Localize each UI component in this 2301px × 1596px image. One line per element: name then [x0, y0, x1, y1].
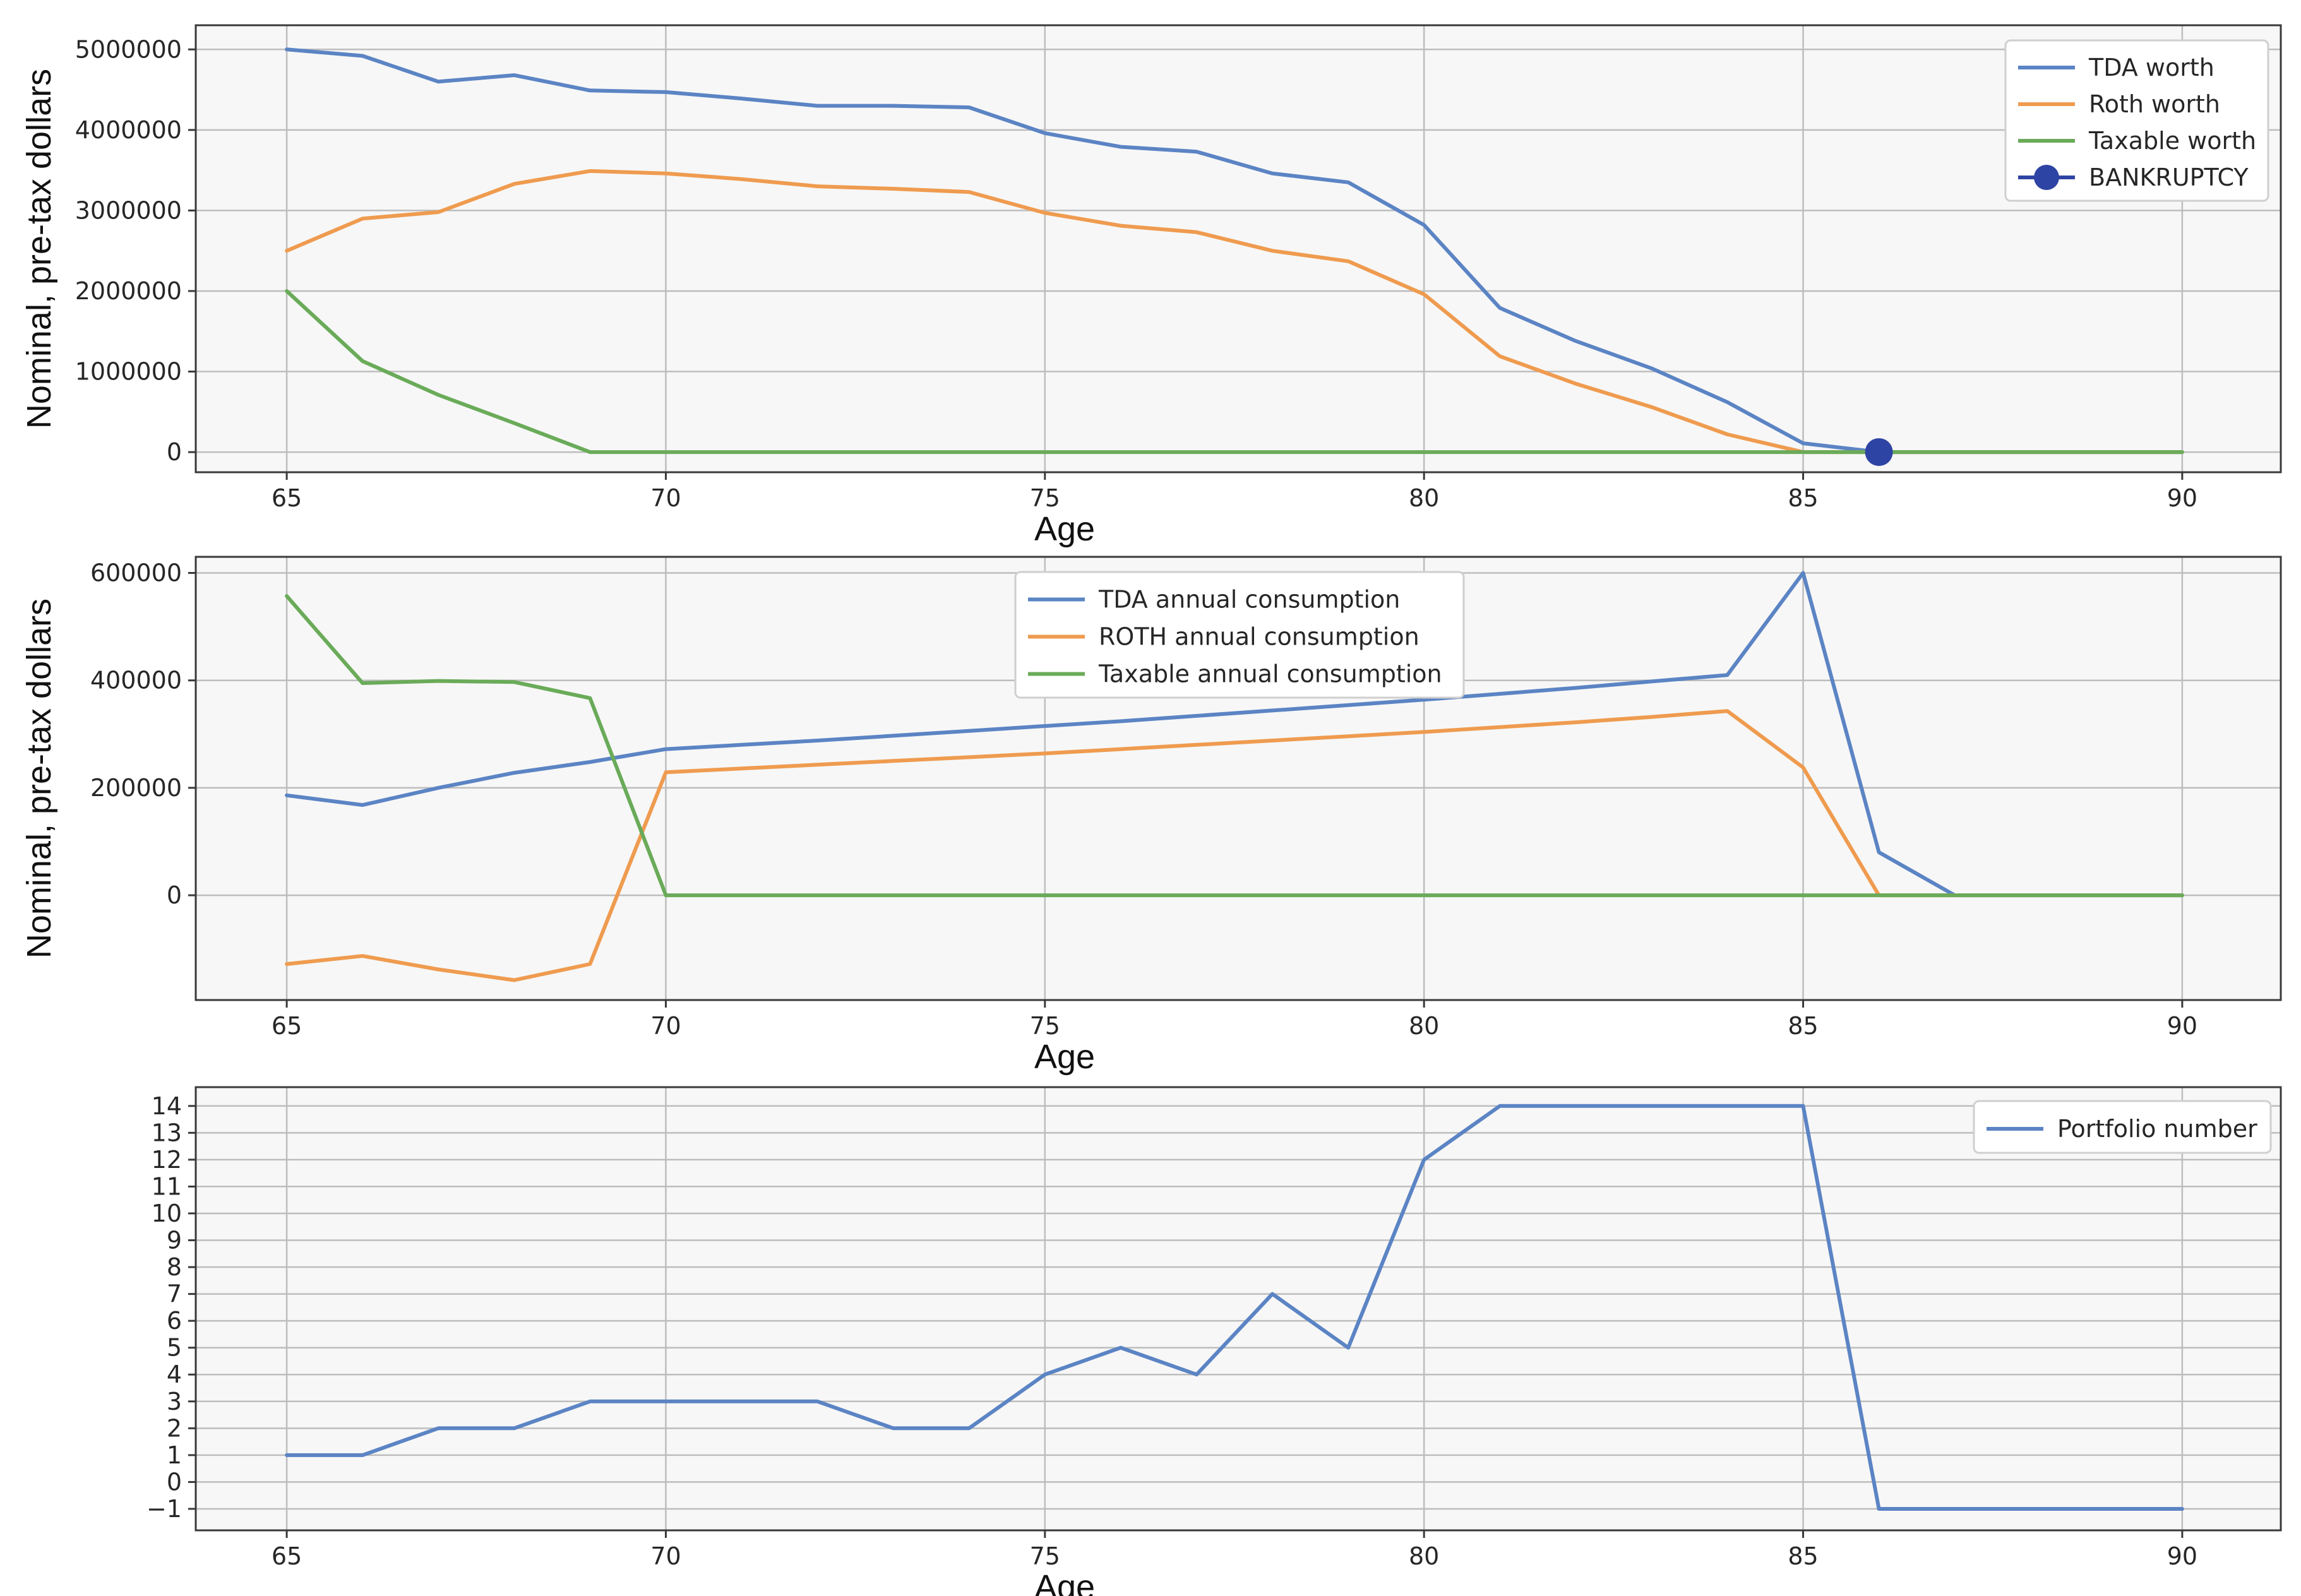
y-tick-label: 14: [152, 1092, 182, 1120]
x-tick-label: 80: [1409, 1542, 1439, 1570]
x-tick-label: 70: [650, 1012, 681, 1040]
y-tick-label: 8: [167, 1253, 182, 1281]
legend-label: ROTH annual consumption: [1099, 623, 1419, 651]
x-tick-label: 75: [1030, 1542, 1060, 1570]
y-tick-label: 5000000: [75, 35, 182, 63]
chart-panel-1: 65 70 75 80 85 90 0 1000000 2000000 3000000 400000…: [20, 24, 2282, 548]
x-tick-label: 85: [1788, 484, 1818, 512]
x-tick-label: 65: [272, 1012, 302, 1040]
y-tick-label: 3000000: [75, 196, 182, 224]
plot-area: [196, 1087, 2281, 1530]
y-tick-label: 0: [167, 881, 182, 909]
x-tick-label: 75: [1030, 1012, 1060, 1040]
legend-label: Portfolio number: [2057, 1115, 2257, 1143]
legend-label: Taxable worth: [2088, 127, 2256, 155]
series-line-portfolio-number: [285, 1104, 2184, 1511]
y-tick-label: 4: [167, 1361, 182, 1388]
legend-label: TDA worth: [2088, 54, 2214, 81]
x-tick-label: 90: [2167, 1542, 2197, 1570]
y-tick-label: 0: [167, 1468, 182, 1496]
x-tick-label: 70: [650, 484, 681, 512]
legend-label: Roth worth: [2089, 90, 2220, 118]
y-tick-label: 2: [167, 1414, 182, 1442]
legend-box: [1973, 1100, 2272, 1154]
plot-area: [196, 25, 2281, 472]
y-tick-label: 2000000: [75, 277, 182, 305]
chart-panel-3: 65 70 75 80 85 90−101234567891011121314AgePor…: [146, 1086, 2282, 1596]
y-tick-label: 4000000: [75, 116, 182, 144]
x-tick-label: 80: [1409, 484, 1439, 512]
legend-box: [2004, 39, 2269, 202]
y-axis-label: Nominal, pre-tax dollars: [20, 69, 58, 429]
x-tick-label: 90: [2167, 1012, 2197, 1040]
y-tick-label: 5: [167, 1334, 182, 1362]
chart-panel-2: 65 70 75 80 85 90 0 200000 400000 600000 Age Nomina…: [20, 556, 2282, 1076]
x-axis-label: Age: [1034, 1038, 1095, 1076]
x-axis-label: Age: [1034, 1568, 1095, 1596]
y-axis-label: Nominal, pre-tax dollars: [20, 598, 58, 958]
x-tick-label: 70: [650, 1542, 681, 1570]
x-tick-label: 85: [1788, 1542, 1818, 1570]
legend-label: BANKRUPTCY: [2089, 164, 2249, 191]
y-tick-label: 9: [167, 1227, 182, 1254]
legend-label: Taxable annual consumption: [1098, 660, 1442, 688]
series-line-tda-annual-consumption: [285, 571, 2184, 898]
series-line-taxable-annual-consumption: [285, 594, 2184, 898]
y-tick-label: 1: [167, 1441, 182, 1469]
legend-box: [1014, 571, 1465, 699]
legend: TDA annual consumption ROTH annual consum…: [1014, 571, 1465, 699]
y-tick-label: 3: [167, 1388, 182, 1415]
y-tick-label: 600000: [90, 559, 182, 587]
legend-marker-icon: [2034, 165, 2059, 190]
legend: Portfolio number: [1973, 1100, 2272, 1154]
y-tick-label: 400000: [90, 667, 182, 694]
legend-label: TDA annual consumption: [1098, 586, 1400, 614]
y-tick-label: 10: [152, 1200, 182, 1227]
y-tick-label: 6: [167, 1307, 182, 1335]
x-tick-label: 65: [272, 484, 302, 512]
y-tick-label: 200000: [90, 774, 182, 802]
x-tick-label: 75: [1030, 484, 1060, 512]
x-tick-label: 90: [2167, 484, 2197, 512]
x-tick-label: 80: [1409, 1012, 1439, 1040]
y-tick-label: 7: [167, 1280, 182, 1308]
y-tick-label: 1000000: [75, 358, 182, 386]
y-tick-label: 11: [152, 1172, 182, 1200]
plot-frame: [194, 556, 2282, 1001]
y-tick-label: 12: [152, 1146, 182, 1174]
bankruptcy-marker: [1865, 438, 1893, 467]
plot-frame: [194, 1086, 2282, 1532]
y-tick-label: −1: [146, 1495, 182, 1523]
x-tick-label: 85: [1788, 1012, 1818, 1040]
x-axis-label: Age: [1034, 510, 1095, 548]
plot-frame: [194, 24, 2282, 473]
series-line-roth-annual-consumption: [285, 709, 2184, 982]
legend: TDA worth Roth worth Taxable worth BANKRUPT…: [2004, 39, 2269, 202]
y-tick-label: 0: [167, 438, 182, 466]
x-tick-label: 65: [272, 1542, 302, 1570]
y-tick-label: 13: [152, 1119, 182, 1146]
